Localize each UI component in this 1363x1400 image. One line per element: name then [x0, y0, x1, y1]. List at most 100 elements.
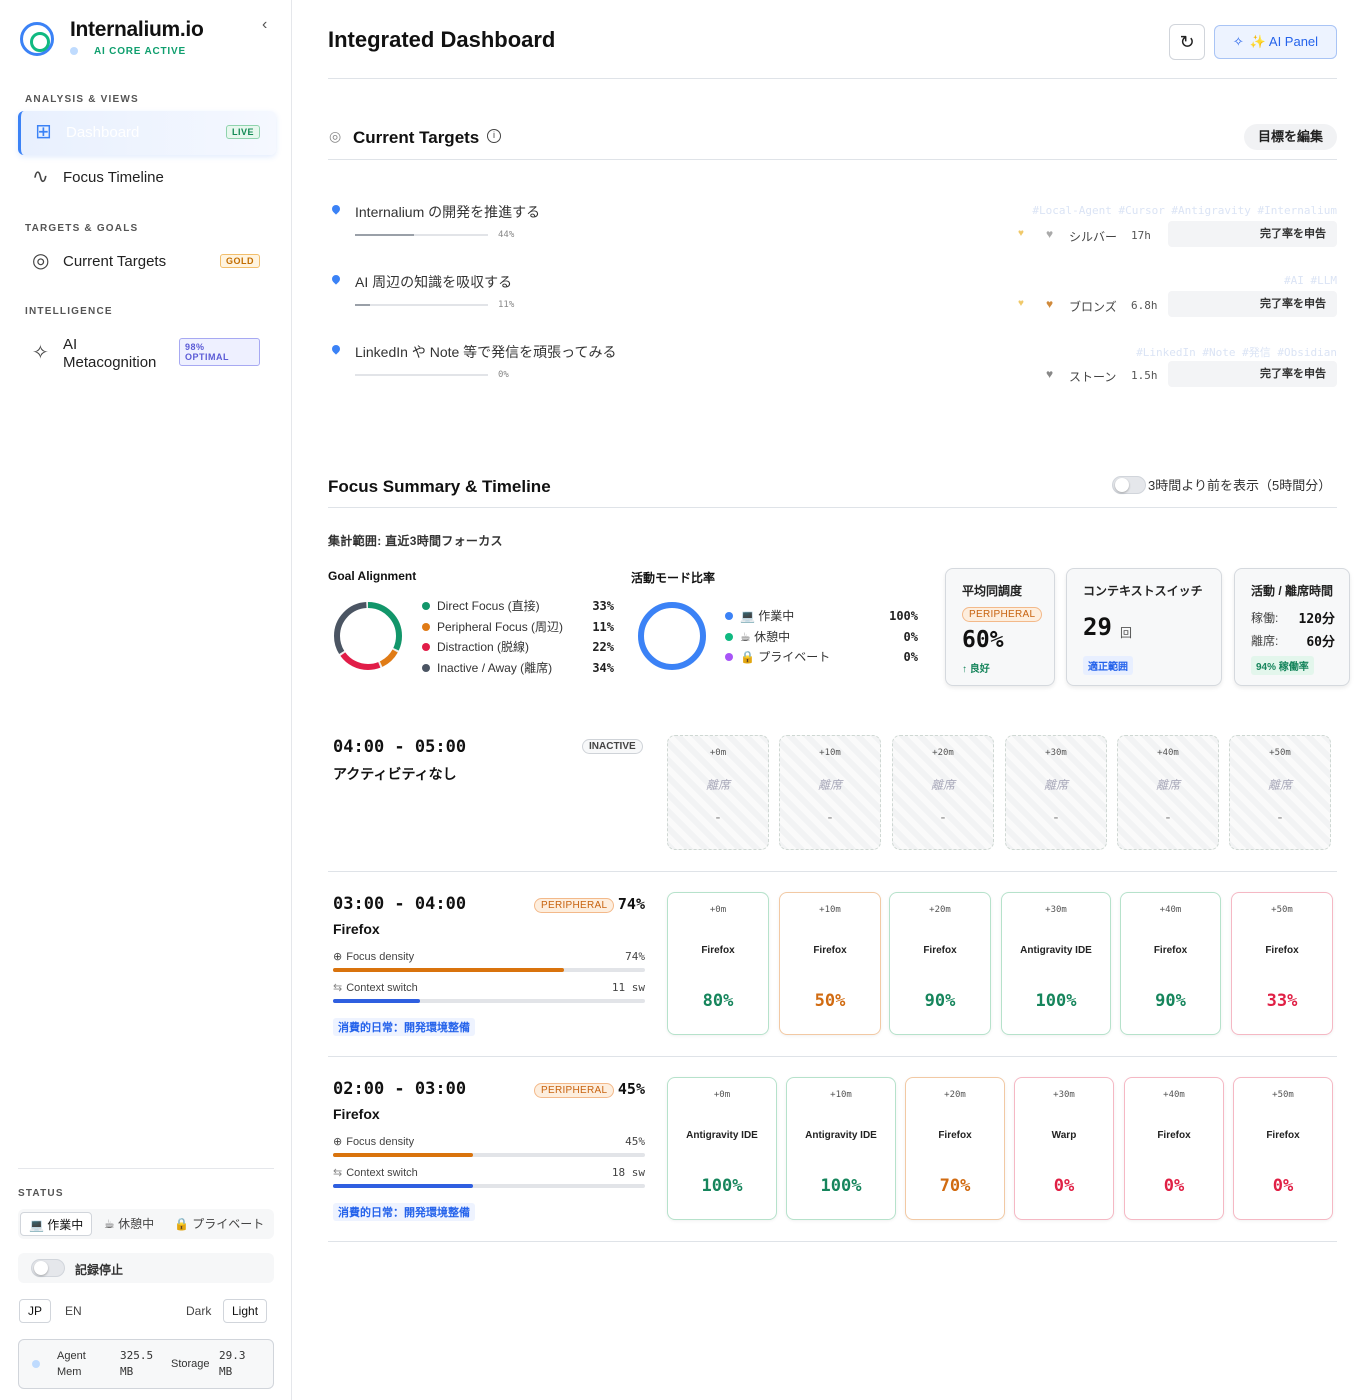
cell-app: 離席 [705, 778, 730, 792]
target-progress-bar [355, 304, 488, 306]
theme-dark-button[interactable]: Dark [186, 1304, 212, 1318]
timeline-cell[interactable]: +40m 離席 - [1117, 735, 1219, 850]
cell-app: Antigravity IDE [1020, 945, 1092, 956]
refresh-button[interactable]: ↻ [1169, 24, 1205, 60]
timeline-cell[interactable]: +50m 離席 - [1229, 735, 1331, 850]
cell-app: 離席 [930, 778, 955, 792]
section-label: ANALYSIS & VIEWS [25, 94, 139, 105]
legend-dot-icon [422, 602, 430, 610]
timeline-cell[interactable]: +20m Firefox 90% [889, 892, 991, 1035]
cell-score: 50% [814, 991, 846, 1011]
brand: Internalium.io AI CORE ACTIVE [20, 18, 280, 68]
target-icon: ◎ [32, 250, 50, 272]
report-completion-button[interactable]: 完了率を申告 [1168, 361, 1337, 387]
target-row: LinkedIn や Note 等で発信を頑張ってみる #LinkedIn #No… [328, 342, 1337, 402]
record-label: 記録停止 [75, 1263, 124, 1277]
status-title: STATUS [18, 1188, 64, 1199]
timeline-cell[interactable]: +10m 離席 - [779, 735, 881, 850]
slot-focus-pct: 45% [617, 1080, 645, 1098]
sidebar-item-ai-metacognition[interactable]: ✧ AI Metacognition 98% OPTIMAL [18, 332, 276, 376]
timeline-cell[interactable]: +50m Firefox 0% [1233, 1077, 1333, 1220]
target-hours: 6.8h [1131, 299, 1158, 312]
logo-icon [20, 22, 54, 56]
lang-en-button[interactable]: EN [65, 1304, 82, 1318]
legend-value: 100% [889, 609, 918, 623]
cell-app: 離席 [1043, 778, 1068, 792]
status-break-button[interactable]: ☕ 休憩中 [104, 1217, 155, 1231]
cell-score: 0% [1053, 1176, 1075, 1196]
storage-label: Storage [171, 1358, 210, 1370]
indicator-dot-icon [32, 1360, 40, 1368]
timeline-cell[interactable]: +10m Firefox 50% [779, 892, 881, 1035]
target-progress-bar [355, 234, 488, 236]
collapse-sidebar-icon[interactable]: ‹ [262, 16, 268, 33]
cell-offset: +0m [709, 748, 727, 758]
cell-score: 0% [1163, 1176, 1185, 1196]
legend-item: Inactive / Away (離席) [422, 658, 552, 678]
away-value: 60分 [1306, 635, 1335, 650]
report-completion-button[interactable]: 完了率を申告 [1168, 291, 1337, 317]
focus-density-label: ⊕ Focus density [333, 1135, 414, 1148]
timeline-cell[interactable]: +0m Firefox 80% [667, 892, 769, 1035]
cell-score: - [825, 810, 835, 826]
record-toggle[interactable] [31, 1259, 65, 1277]
cell-score: - [1275, 810, 1285, 826]
timeline-cell[interactable]: +0m 離席 - [667, 735, 769, 850]
legend-dot-icon [422, 643, 430, 651]
sidebar-item-current-targets[interactable]: ◎ Current Targets GOLD [18, 240, 276, 284]
timeline-divider [328, 1241, 1337, 1242]
rank-heart-icon: ♥ [1046, 367, 1054, 381]
mode-ratio-donut [638, 602, 706, 670]
sidebar-item-dashboard[interactable]: ⊞ Dashboard LIVE [18, 111, 276, 155]
category-tag[interactable]: 消費的日常：開発環境整備 [333, 1018, 475, 1036]
timeline-cell[interactable]: +10m Antigravity IDE 100% [786, 1077, 896, 1220]
lang-jp-button[interactable]: JP [19, 1299, 52, 1323]
legend-label: 💻 作業中 [740, 609, 795, 623]
status-working-button[interactable]: 💻 作業中 [20, 1212, 93, 1236]
report-completion-button[interactable]: 完了率を申告 [1168, 221, 1337, 247]
uptime-rate: 94% 稼働率 [1251, 656, 1314, 675]
target-name: Internalium の開発を推進する [355, 204, 541, 220]
ai-panel-button[interactable]: ✧ ✨ AI Panel [1214, 25, 1337, 59]
pulse-icon: ∿ [32, 166, 49, 188]
sparkle-icon: ✧ [32, 342, 49, 364]
timeline-cell[interactable]: +30m Antigravity IDE 100% [1001, 892, 1111, 1035]
target-hours: 17h [1131, 229, 1151, 242]
storage-value: 29.3 MB [219, 1348, 246, 1380]
timeline-cell[interactable]: +30m 離席 - [1005, 735, 1107, 850]
status-private-button[interactable]: 🔒 プライベート [174, 1217, 265, 1231]
edit-targets-button[interactable]: 目標を編集 [1244, 124, 1337, 150]
legend-label: Inactive / Away (離席) [437, 660, 553, 675]
context-switch-label: ⇆ Context switch [333, 981, 418, 994]
label-line1: AI [63, 336, 78, 353]
timeline-cell[interactable]: +30m Warp 0% [1014, 1077, 1114, 1220]
inactive-badge: INACTIVE [582, 739, 643, 754]
timeline-cell[interactable]: +50m Firefox 33% [1231, 892, 1333, 1035]
context-switch-bar [333, 999, 645, 1003]
context-switch-value: 18 sw [611, 1166, 645, 1179]
info-icon[interactable]: i [487, 129, 501, 143]
timeline-cell[interactable]: +40m Firefox 90% [1120, 892, 1221, 1035]
cell-offset: +0m [713, 1090, 731, 1100]
sidebar-item-focus-timeline[interactable]: ∿ Focus Timeline [18, 156, 276, 200]
show-previous-toggle[interactable] [1112, 476, 1146, 494]
timeline-cell[interactable]: +40m Firefox 0% [1124, 1077, 1224, 1220]
slot-app: Firefox [333, 921, 380, 937]
category-tag[interactable]: 消費的日常：開発環境整備 [333, 1203, 475, 1221]
target-progress-bar [355, 374, 488, 376]
timeline-slot: 03:00 - 04:00 Firefox PERIPHERAL 74% ⊕ Focus … [328, 892, 1337, 1042]
context-switch-card: コンテキストスイッチ 29 回 適正範囲 [1066, 568, 1222, 686]
cell-score: - [1051, 810, 1061, 826]
timeline-cell[interactable]: +20m Firefox 70% [905, 1077, 1005, 1220]
timeline-cell[interactable]: +0m Antigravity IDE 100% [667, 1077, 777, 1220]
show-previous-label: 3時間より前を表示（5時間分） [1148, 478, 1332, 493]
timeline-cell[interactable]: +20m 離席 - [892, 735, 994, 850]
record-row: 記録停止 [18, 1253, 274, 1283]
refresh-icon: ↻ [1179, 32, 1195, 52]
cell-app: 離席 [1267, 778, 1292, 792]
location-pin-icon [330, 203, 342, 215]
donut-segment [334, 602, 402, 670]
cell-offset: +20m [929, 905, 951, 915]
legend-label: Distraction (脱線) [437, 640, 530, 654]
theme-light-button[interactable]: Light [223, 1299, 268, 1323]
